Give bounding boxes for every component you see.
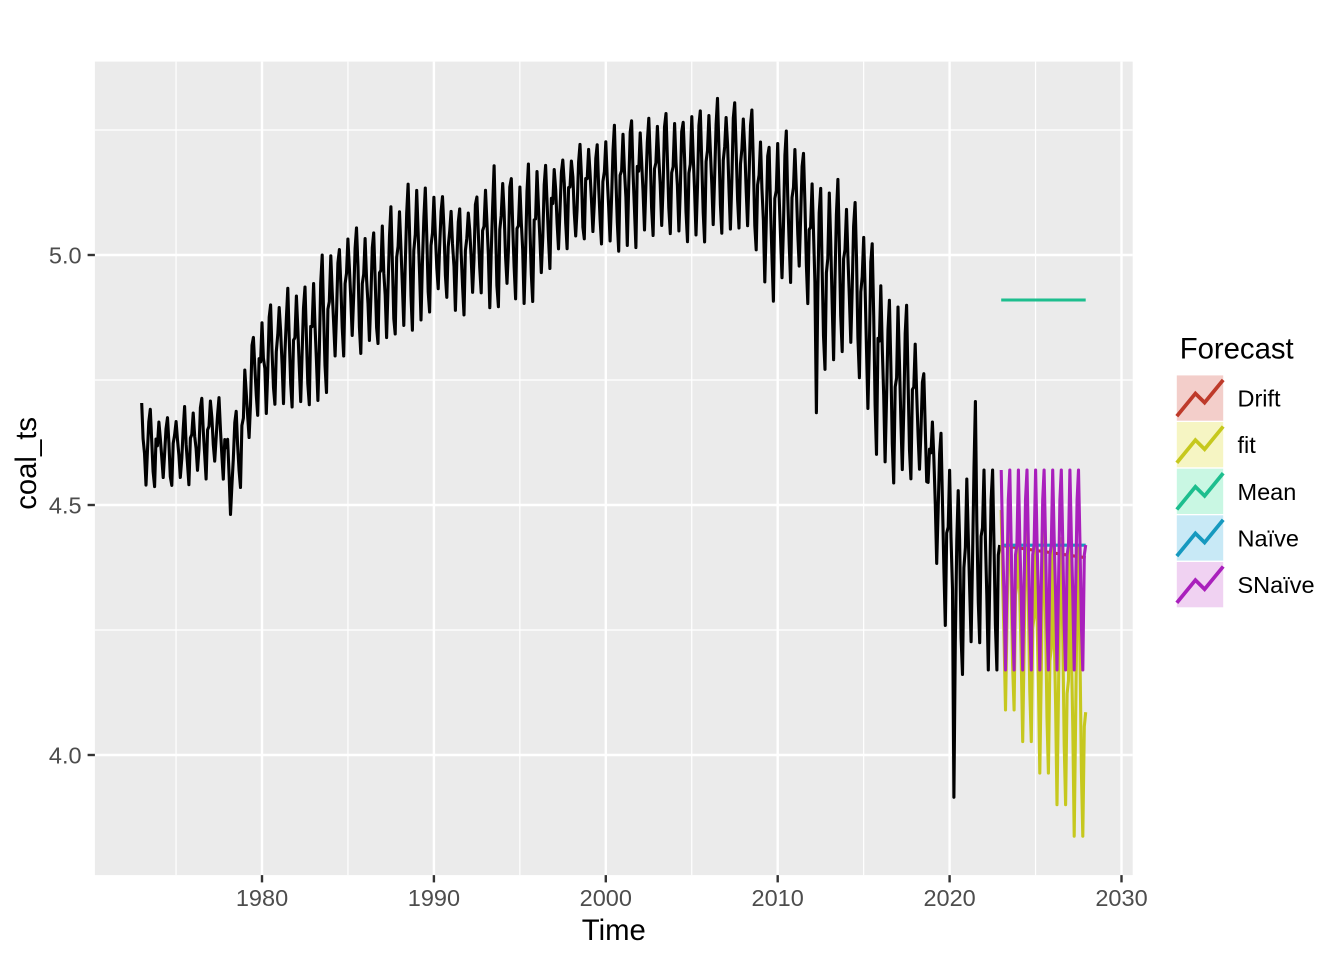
- svg-text:Forecast: Forecast: [1180, 332, 1294, 365]
- svg-text:Time: Time: [582, 914, 646, 947]
- svg-text:2000: 2000: [580, 885, 632, 911]
- svg-text:4.0: 4.0: [49, 743, 82, 769]
- svg-text:SNaïve: SNaïve: [1238, 572, 1315, 598]
- svg-text:Mean: Mean: [1238, 479, 1297, 505]
- svg-text:Drift: Drift: [1238, 386, 1282, 412]
- svg-text:5.0: 5.0: [49, 243, 82, 269]
- svg-text:1990: 1990: [408, 885, 460, 911]
- svg-text:fit: fit: [1238, 432, 1257, 458]
- svg-text:4.5: 4.5: [49, 493, 82, 519]
- svg-text:Naïve: Naïve: [1238, 526, 1299, 552]
- svg-text:2030: 2030: [1095, 885, 1147, 911]
- svg-text:2020: 2020: [923, 885, 975, 911]
- svg-text:1980: 1980: [236, 885, 288, 911]
- svg-text:coal_ts: coal_ts: [10, 417, 43, 510]
- svg-text:2010: 2010: [752, 885, 804, 911]
